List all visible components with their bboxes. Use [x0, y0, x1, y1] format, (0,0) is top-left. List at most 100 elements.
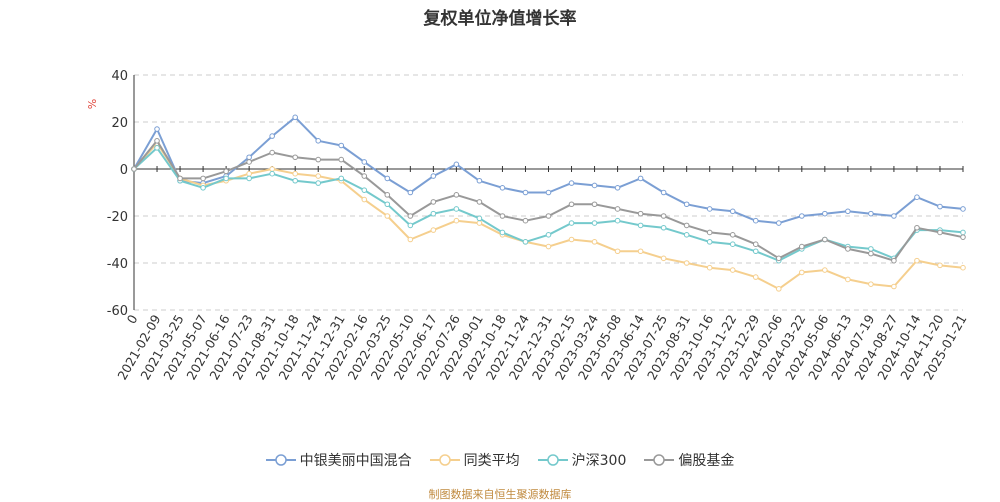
data-point[interactable]: [752, 241, 759, 247]
data-point[interactable]: [246, 159, 252, 165]
data-point[interactable]: [706, 239, 713, 245]
data-point[interactable]: [960, 234, 966, 240]
data-point[interactable]: [614, 248, 621, 255]
data-point[interactable]: [384, 192, 391, 198]
data-point[interactable]: [476, 215, 483, 222]
data-point[interactable]: [937, 229, 943, 236]
data-point[interactable]: [660, 255, 667, 262]
data-point[interactable]: [338, 142, 345, 149]
data-point[interactable]: [799, 213, 805, 219]
data-point[interactable]: [914, 224, 920, 231]
data-point[interactable]: [154, 126, 160, 132]
data-point[interactable]: [292, 177, 298, 184]
data-point[interactable]: [706, 206, 713, 212]
data-point[interactable]: [131, 166, 137, 172]
data-point[interactable]: [729, 267, 736, 273]
data-point[interactable]: [246, 175, 252, 182]
data-point[interactable]: [614, 206, 621, 212]
data-point[interactable]: [361, 196, 368, 203]
data-point[interactable]: [315, 138, 322, 144]
data-point[interactable]: [499, 229, 506, 236]
data-point[interactable]: [269, 170, 275, 177]
data-point[interactable]: [200, 185, 206, 191]
legend-item-series-0[interactable]: 中银美丽中国混合: [265, 450, 412, 470]
data-point[interactable]: [637, 210, 644, 217]
data-point[interactable]: [430, 210, 437, 217]
data-point[interactable]: [799, 269, 805, 276]
data-point[interactable]: [591, 220, 598, 226]
data-point[interactable]: [683, 201, 690, 208]
data-point[interactable]: [246, 154, 252, 161]
data-point[interactable]: [891, 257, 897, 264]
data-point[interactable]: [246, 170, 252, 177]
data-point[interactable]: [660, 224, 667, 231]
series-line-2[interactable]: [133, 146, 964, 262]
data-point[interactable]: [568, 180, 575, 186]
data-point[interactable]: [729, 208, 736, 215]
data-point[interactable]: [361, 187, 368, 193]
data-point[interactable]: [453, 192, 460, 198]
data-point[interactable]: [568, 236, 575, 243]
data-point[interactable]: [453, 161, 460, 168]
data-point[interactable]: [868, 246, 874, 252]
data-point[interactable]: [430, 227, 437, 233]
data-point[interactable]: [292, 154, 298, 161]
data-point[interactable]: [453, 206, 460, 212]
data-point[interactable]: [476, 177, 483, 184]
data-point[interactable]: [868, 210, 874, 217]
data-point[interactable]: [453, 217, 460, 224]
data-point[interactable]: [637, 248, 644, 255]
legend-item-series-2[interactable]: 沪深300: [537, 450, 626, 470]
data-point[interactable]: [545, 243, 552, 250]
data-point[interactable]: [407, 213, 414, 219]
data-point[interactable]: [799, 243, 805, 250]
data-point[interactable]: [868, 250, 874, 257]
data-point[interactable]: [384, 213, 391, 219]
data-point[interactable]: [960, 264, 966, 271]
data-point[interactable]: [960, 229, 966, 236]
data-point[interactable]: [591, 182, 598, 189]
data-point[interactable]: [614, 185, 621, 191]
data-point[interactable]: [914, 194, 920, 200]
data-point[interactable]: [591, 201, 598, 208]
data-point[interactable]: [729, 232, 736, 238]
data-point[interactable]: [522, 217, 529, 224]
data-point[interactable]: [223, 175, 229, 182]
data-point[interactable]: [361, 159, 368, 165]
data-point[interactable]: [845, 246, 851, 252]
legend-item-series-3[interactable]: 偏股基金: [644, 450, 734, 470]
data-point[interactable]: [522, 189, 529, 196]
data-point[interactable]: [292, 170, 298, 177]
data-point[interactable]: [706, 229, 713, 236]
data-point[interactable]: [430, 173, 437, 179]
data-point[interactable]: [430, 199, 437, 205]
data-point[interactable]: [822, 267, 828, 273]
data-point[interactable]: [868, 281, 874, 287]
data-point[interactable]: [775, 220, 782, 226]
data-point[interactable]: [937, 203, 943, 210]
data-point[interactable]: [338, 156, 345, 163]
data-point[interactable]: [361, 173, 368, 179]
data-point[interactable]: [407, 236, 414, 243]
data-point[interactable]: [591, 239, 598, 245]
data-point[interactable]: [914, 257, 920, 264]
data-point[interactable]: [269, 166, 275, 172]
data-point[interactable]: [177, 175, 183, 182]
data-point[interactable]: [568, 220, 575, 226]
data-point[interactable]: [200, 175, 206, 182]
data-point[interactable]: [545, 213, 552, 219]
data-point[interactable]: [476, 199, 483, 205]
data-point[interactable]: [775, 286, 782, 292]
data-point[interactable]: [384, 175, 391, 182]
data-point[interactable]: [752, 217, 759, 224]
data-point[interactable]: [269, 133, 275, 139]
data-point[interactable]: [522, 239, 529, 245]
data-point[interactable]: [752, 274, 759, 280]
data-point[interactable]: [499, 213, 506, 219]
data-point[interactable]: [891, 213, 897, 219]
data-point[interactable]: [338, 175, 345, 182]
data-point[interactable]: [845, 208, 851, 215]
data-point[interactable]: [407, 222, 414, 229]
data-point[interactable]: [154, 138, 160, 144]
data-point[interactable]: [407, 189, 414, 196]
